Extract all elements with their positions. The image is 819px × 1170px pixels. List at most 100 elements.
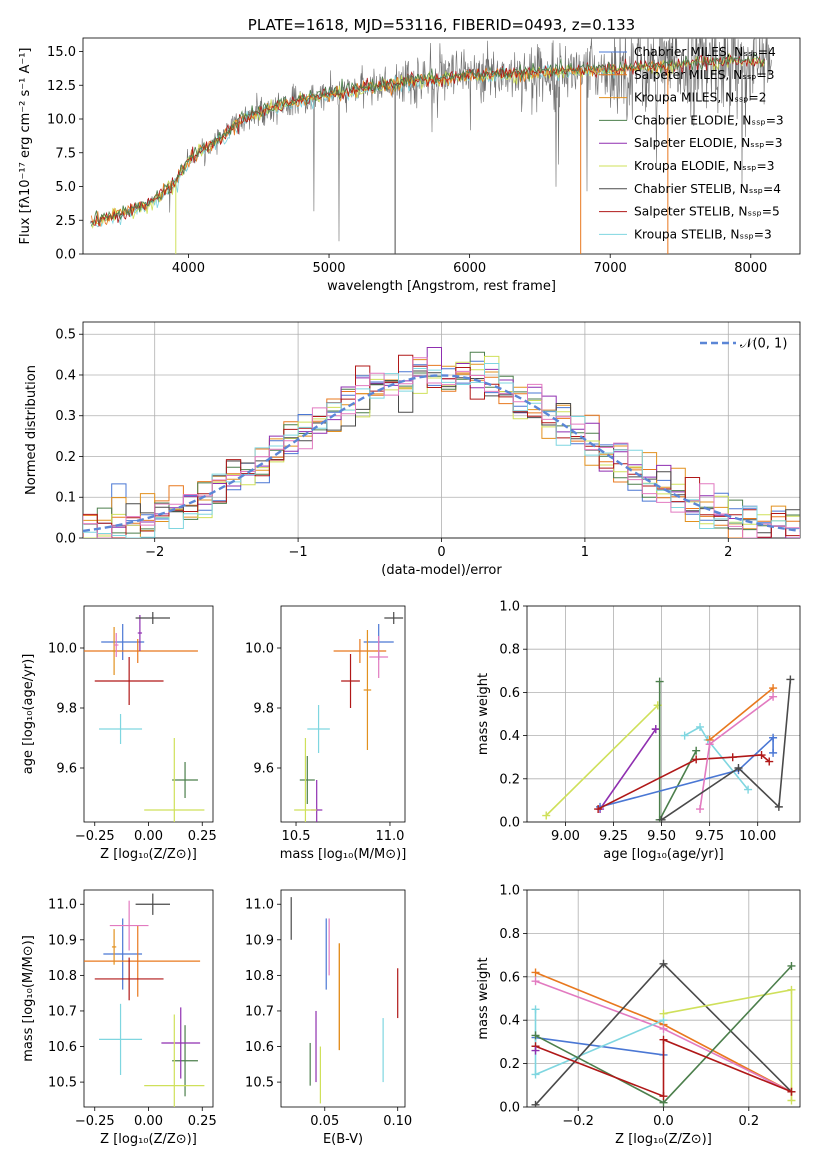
legend: Chabrier MILES, Nₛₛₚ=4 Salpeter MILES, Nₛ… xyxy=(599,45,784,241)
plus-marker xyxy=(531,1046,540,1055)
y-tick-label: 0.4 xyxy=(55,368,76,383)
axes-age_vs_Z: −0.25 0.00 0.25 9.6 9.8 10.0 Z [log₁₀(Z/Z⊙)] ag… xyxy=(21,605,217,862)
plus-marker xyxy=(744,785,753,794)
plot-area xyxy=(84,893,205,1107)
axes-frame xyxy=(83,889,214,1108)
plus-marker xyxy=(757,751,766,760)
plus-marker xyxy=(657,815,666,822)
y-tick-label: 0.3 xyxy=(55,409,76,424)
axes-frame xyxy=(280,889,406,1108)
model-spectrum-line xyxy=(91,52,765,227)
plus-marker xyxy=(769,692,778,701)
axes-frame xyxy=(83,605,214,823)
x-tick-label: 0.25 xyxy=(188,1114,217,1129)
errorbar-point xyxy=(101,624,145,660)
axes-weight_vs_Z: −0.2 0.0 0.2 0.0 0.2 0.4 0.6 0.8 1.0 Z [log₁₀(Z/Z… xyxy=(476,884,801,1147)
normal-pdf-line xyxy=(83,374,800,533)
legend-label: 𝒩(0, 1) xyxy=(740,337,787,352)
x-tick-label: 0.25 xyxy=(188,829,217,844)
x-tick-label: 11.0 xyxy=(375,829,404,844)
y-axis-label: Normed distribution xyxy=(24,365,39,495)
axes-weight_vs_age: 9.00 9.25 9.50 9.75 10.00 0.0 0.2 0.4 0.6 0.8 1.0 a… xyxy=(476,600,801,862)
x-tick-label: 1 xyxy=(581,545,589,560)
plus-marker xyxy=(787,1096,796,1105)
plus-marker xyxy=(680,731,689,740)
y-tick-label: 10.7 xyxy=(48,1004,77,1019)
plot-area xyxy=(84,612,205,822)
y-tick-label: 0.2 xyxy=(55,450,76,465)
errorbar-point xyxy=(103,918,143,990)
y-axis-label: age [log₁₀(age/yr)] xyxy=(21,654,36,775)
y-tick-label: 11.0 xyxy=(245,898,274,913)
y-tick-label: 0.0 xyxy=(499,1101,520,1116)
axes-frame xyxy=(82,321,801,539)
y-tick-label: 9.8 xyxy=(56,702,77,717)
y-tick-label: 9.6 xyxy=(253,762,274,777)
legend-label: Kroupa ELODIE, Nₛₛₚ=3 xyxy=(634,159,774,173)
y-tick-label: 10.5 xyxy=(48,1076,77,1091)
x-tick-label: 10.5 xyxy=(282,829,311,844)
axes-frame xyxy=(280,605,406,823)
plus-marker xyxy=(531,1070,540,1079)
x-tick-label: −1 xyxy=(289,545,308,560)
y-tick-label: 11.0 xyxy=(48,898,77,913)
legend-label: Chabrier ELODIE, Nₛₛₚ=3 xyxy=(634,113,784,127)
plus-marker xyxy=(787,985,796,994)
axes-mass_vs_Z: −0.25 0.00 0.25 10.5 10.6 10.7 10.8 10.9 11.0 Z [… xyxy=(21,889,217,1147)
plus-marker xyxy=(651,725,660,734)
x-tick-label: −0.25 xyxy=(75,829,115,844)
errorbar-point xyxy=(384,612,404,624)
y-axis-label: mass weight xyxy=(476,673,491,755)
x-tick-label: 6000 xyxy=(453,261,486,276)
x-tick-label: 0.00 xyxy=(134,829,163,844)
weight-series-line xyxy=(599,728,657,810)
x-axis-label: Z [log₁₀(Z/Z⊙)] xyxy=(100,847,197,862)
x-tick-label: 10.00 xyxy=(739,829,776,844)
y-tick-label: 10.6 xyxy=(48,1040,77,1055)
y-tick-label: 1.0 xyxy=(499,600,520,615)
plus-marker xyxy=(531,1005,540,1014)
weight-series-line xyxy=(709,687,774,741)
x-tick-label: 9.25 xyxy=(599,829,628,844)
chart-title: PLATE=1618, MJD=53116, FIBERID=0493, z=0… xyxy=(248,16,635,34)
weight-series-line xyxy=(658,681,697,821)
axes-frame xyxy=(526,889,801,1108)
errorbar-point xyxy=(111,627,117,675)
y-tick-label: 10.0 xyxy=(48,642,77,657)
x-tick-label: 4000 xyxy=(172,261,205,276)
y-tick-label: 0.0 xyxy=(499,816,520,831)
y-tick-label: 15.0 xyxy=(47,45,76,60)
weight-series-line xyxy=(534,1009,664,1076)
errorbar-point xyxy=(111,929,117,965)
plus-marker xyxy=(659,1035,668,1044)
x-tick-label: 0.10 xyxy=(383,1114,412,1129)
legend-label: Chabrier STELIB, Nₛₛₚ=4 xyxy=(634,182,781,196)
errorbar-point xyxy=(137,615,143,651)
errorbar-point xyxy=(84,925,201,997)
weight-series-line xyxy=(684,725,749,791)
x-tick-label: 5000 xyxy=(312,261,345,276)
x-tick-label: 0.00 xyxy=(134,1114,163,1129)
axes-spectrum: 4000 5000 6000 7000 8000 0.0 2.5 5.0 7.5 10.0 12.5… xyxy=(18,16,801,294)
plot-area xyxy=(542,675,795,822)
axes-frame xyxy=(526,605,801,823)
plus-marker xyxy=(774,802,783,811)
y-tick-label: 0.4 xyxy=(499,1014,520,1029)
errorbar-point xyxy=(114,633,119,657)
y-tick-label: 0.0 xyxy=(55,532,76,547)
y-tick-label: 0.2 xyxy=(499,772,520,787)
errorbar-point xyxy=(94,957,164,1001)
errorbar-point xyxy=(94,657,164,705)
y-tick-label: 1.0 xyxy=(499,884,520,899)
y-tick-label: 5.0 xyxy=(55,180,76,195)
plus-marker xyxy=(692,755,701,764)
y-tick-label: 9.6 xyxy=(56,762,77,777)
plus-marker xyxy=(787,1087,796,1096)
y-tick-label: 10.9 xyxy=(245,933,274,948)
y-tick-label: 2.5 xyxy=(55,214,76,229)
histogram-step-line xyxy=(83,357,800,538)
x-tick-label: 9.75 xyxy=(695,829,724,844)
y-tick-label: 0.5 xyxy=(55,328,76,343)
x-tick-label: 9.00 xyxy=(551,829,580,844)
